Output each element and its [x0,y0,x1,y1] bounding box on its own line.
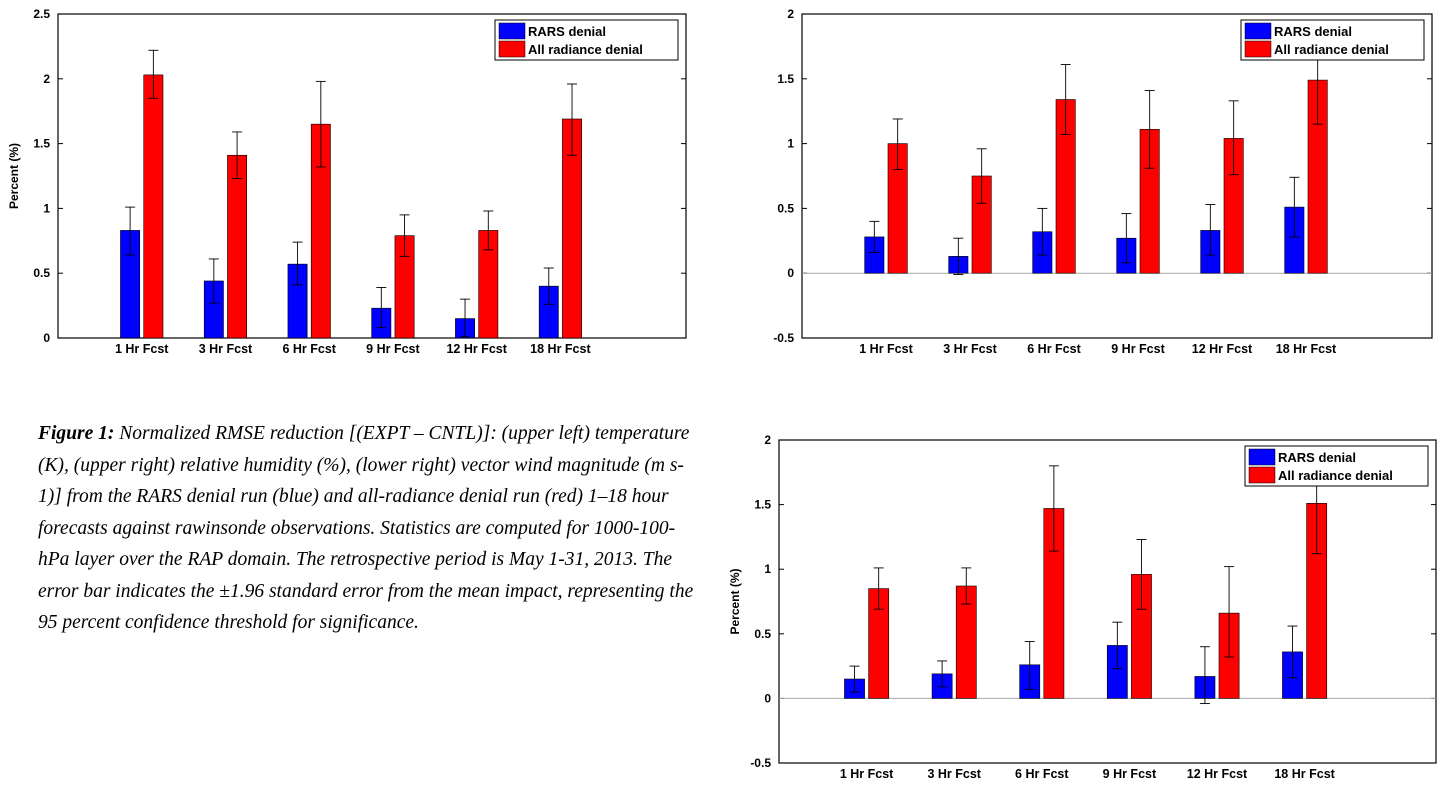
y-tick-label: 0 [43,331,50,345]
legend-label: RARS denial [528,24,606,39]
legend-swatch-all-radiance [498,40,526,58]
x-tick-label: 1 Hr Fcst [859,342,913,356]
y-tick-label: 2.5 [33,7,50,21]
legend-label: RARS denial [1278,450,1356,465]
figure-caption: Figure 1: Normalized RMSE reduction [(EX… [38,418,698,639]
y-axis-label: Percent (%) [7,143,21,209]
legend-swatch-rars [498,22,526,40]
x-tick-label: 6 Hr Fcst [282,342,336,356]
y-tick-label: 2 [764,433,771,447]
x-tick-label: 3 Hr Fcst [943,342,997,356]
y-tick-label: 0.5 [33,266,50,280]
y-tick-label: 2 [43,72,50,86]
legend-label: All radiance denial [1274,42,1389,57]
x-tick-label: 12 Hr Fcst [446,342,507,356]
legend-swatch-all-radiance [1248,466,1276,484]
all-radiance-denial-bar [143,74,164,339]
legend-swatch-rars [1248,448,1276,466]
x-tick-label: 1 Hr Fcst [115,342,169,356]
y-tick-label: 1.5 [33,137,50,151]
figure-caption-text: Normalized RMSE reduction [(EXPT – CNTL)… [38,423,694,633]
x-tick-label: 18 Hr Fcst [1274,767,1335,781]
y-tick-label: 1 [764,562,771,576]
legend-swatch-rars [1244,22,1272,40]
x-tick-label: 9 Hr Fcst [1111,342,1165,356]
y-tick-label: -0.5 [773,331,794,345]
legend-label: All radiance denial [528,42,643,57]
y-tick-label: 0.5 [777,201,794,215]
wind-rmse-chart: -0.5 0 0.5 1 1.5 2 Percent (%) 1 Hr Fcst 3 Hr Fc… [728,433,1437,781]
x-tick-label: 6 Hr Fcst [1015,767,1069,781]
y-tick-label: 0 [764,691,771,705]
y-tick-label: 2 [787,7,794,21]
y-tick-label: 1 [43,201,50,215]
y-tick-label: 0.5 [754,627,771,641]
plot-frame [778,439,1437,764]
all-radiance-denial-bar [227,154,248,339]
legend-box [494,19,679,61]
x-tick-label: 6 Hr Fcst [1027,342,1081,356]
temperature-rmse-chart: 0 0.5 1 1.5 2 2.5 Percent (%) 1 Hr Fcst 3 Hr Fcs… [7,7,687,356]
y-tick-label: 1.5 [754,498,771,512]
x-tick-label: 1 Hr Fcst [840,767,894,781]
plot-frame [801,13,1433,339]
legend-label: All radiance denial [1278,468,1393,483]
legend-box [1240,19,1425,61]
x-tick-label: 9 Hr Fcst [366,342,420,356]
legend-box [1244,445,1429,487]
relative-humidity-rmse-chart: -0.5 0 0.5 1 1.5 2 1 Hr Fcst 3 Hr Fcst 6 Hr Fcst… [773,7,1433,356]
y-tick-label: 1.5 [777,72,794,86]
y-tick-label: 1 [787,137,794,151]
legend-label: RARS denial [1274,24,1352,39]
figure-caption-label: Figure 1: [38,423,115,444]
x-tick-label: 12 Hr Fcst [1187,767,1248,781]
x-tick-label: 18 Hr Fcst [1276,342,1337,356]
x-tick-label: 3 Hr Fcst [199,342,253,356]
x-tick-label: 9 Hr Fcst [1103,767,1157,781]
y-axis-label: Percent (%) [728,568,742,634]
x-tick-label: 3 Hr Fcst [927,767,981,781]
x-tick-label: 12 Hr Fcst [1192,342,1253,356]
x-tick-label: 18 Hr Fcst [530,342,591,356]
y-tick-label: -0.5 [750,756,771,770]
legend-swatch-all-radiance [1244,40,1272,58]
y-tick-label: 0 [787,266,794,280]
